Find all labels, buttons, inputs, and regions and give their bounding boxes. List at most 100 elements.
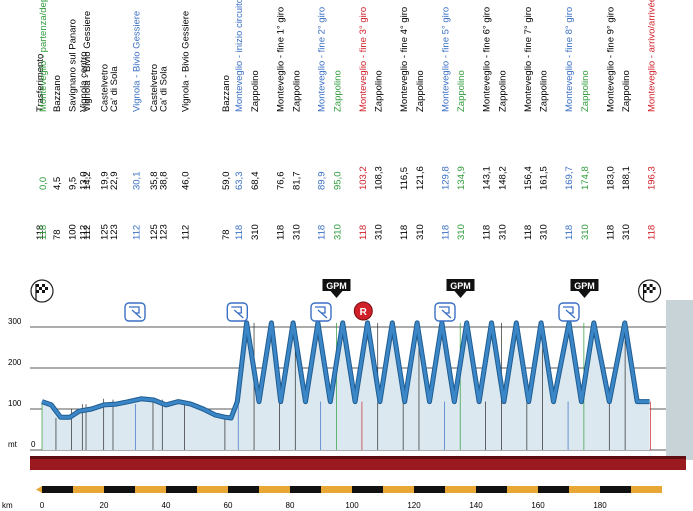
waypoint-altitude: 118 <box>275 225 286 240</box>
waypoint-altitude: 118 <box>399 225 410 240</box>
x-tick-label: 140 <box>469 501 483 510</box>
waypoint-altitude: 125 <box>100 224 111 240</box>
waypoint-altitude: 100 <box>67 224 78 240</box>
km-bar-segment <box>228 486 259 493</box>
waypoint-km: 35,8 <box>149 172 160 191</box>
waypoint-name: Zappolino <box>415 70 426 112</box>
waypoint-altitude: 125 <box>149 224 160 240</box>
waypoint-km: 59,0 <box>221 172 232 191</box>
waypoint-km: 95,0 <box>333 172 344 191</box>
waypoint-name: Monteveglio - fine 4° giro <box>399 7 410 112</box>
waypoint-name: Trasferimento <box>35 54 46 112</box>
waypoint-name: Monteveglio - fine 8° giro <box>564 7 575 112</box>
waypoint-name: Monteveglio - fine 7° giro <box>523 7 534 112</box>
y-tick-label: 300 <box>8 317 22 326</box>
waypoint-altitude: 118 <box>35 225 46 240</box>
waypoint-km: 183,0 <box>605 166 616 190</box>
waypoint-altitude: 123 <box>109 224 120 240</box>
x-tick-label: 20 <box>100 501 109 510</box>
km-bar-segment <box>445 486 476 493</box>
waypoint-altitude: 310 <box>497 224 508 240</box>
waypoint-altitude: 118 <box>564 225 575 240</box>
waypoint-name: Monteveglio - fine 9° giro <box>605 7 616 112</box>
waypoint-altitude: 78 <box>221 229 232 240</box>
profile-area <box>42 322 650 450</box>
waypoint-name: Zappolino <box>497 70 508 112</box>
waypoint-name: Castelvetro <box>149 64 160 112</box>
waypoint-name: Savignano sul Panaro <box>67 19 78 112</box>
finish-flag-icon <box>637 279 662 303</box>
waypoint-altitude: 118 <box>317 225 328 240</box>
profile-line <box>41 321 650 420</box>
km-bar-segment <box>73 486 104 493</box>
x-tick-label: 100 <box>345 501 359 510</box>
waypoint-name: Zappolino <box>580 70 591 112</box>
waypoint-altitude: 310 <box>580 224 591 240</box>
waypoint-name: Vignola - Bivio Gessiere <box>82 11 93 112</box>
y-tick-label: 100 <box>8 399 22 408</box>
waypoint-name: Monteveglio - fine 6° giro <box>482 7 493 112</box>
x-tick-label: 40 <box>162 501 171 510</box>
waypoint-km: 9,5 <box>67 177 78 190</box>
waypoint-km: 156,4 <box>523 166 534 190</box>
waypoint-name: Zappolino <box>456 70 467 112</box>
km-bar-segment <box>42 486 73 493</box>
waypoint-km: 134,9 <box>456 166 467 190</box>
km-bar-segment <box>352 486 383 493</box>
waypoint-name: Zappolino <box>333 70 344 112</box>
waypoint-km: 121,6 <box>415 166 426 190</box>
waypoint-altitude: 118 <box>440 225 451 240</box>
finish-flag-icon <box>30 279 54 303</box>
waypoint-altitude: 310 <box>621 224 632 240</box>
x-tick-label: 120 <box>407 501 421 510</box>
waypoint-name: Bazzano <box>52 75 63 112</box>
waypoint-km: 108,3 <box>374 166 385 190</box>
km-bar-segment <box>135 486 166 493</box>
waypoint-altitude: 118 <box>647 225 658 240</box>
waypoint-km: 148,2 <box>497 166 508 190</box>
x-axis-title: km <box>2 501 13 510</box>
km-bar-start-cap <box>36 486 42 493</box>
km-bar-segment <box>383 486 414 493</box>
waypoint-name: Castelvetro <box>100 64 111 112</box>
waypoint-altitude: 310 <box>415 224 426 240</box>
km-bar-segment <box>104 486 135 493</box>
x-tick-label: 160 <box>531 501 545 510</box>
y-tick-label: 200 <box>8 358 22 367</box>
waypoint-altitude: 118 <box>358 225 369 240</box>
waypoint-km: 169,7 <box>564 166 575 190</box>
waypoint-name: Zappolino <box>621 70 632 112</box>
waypoint-altitude: 118 <box>38 225 49 240</box>
waypoint-name: Zappolino <box>539 70 550 112</box>
waypoint-km: 76,6 <box>275 172 286 191</box>
waypoint-altitude: 310 <box>456 224 467 240</box>
waypoint-altitude: 78 <box>52 229 63 240</box>
waypoint-km: 188,1 <box>621 166 632 190</box>
waypoint-name: Vignola - Bivio Gessiere <box>131 11 142 112</box>
waypoint-km: 38,8 <box>158 172 169 191</box>
km-bar-segment <box>631 486 662 493</box>
waypoint-altitude: 310 <box>539 224 550 240</box>
waypoint-altitude: 112 <box>181 225 192 240</box>
waypoint-altitude: 112 <box>82 225 93 240</box>
waypoint-km: 68,4 <box>250 172 261 191</box>
waypoint-km: 161,5 <box>539 166 550 190</box>
gpm-icon: GPM <box>446 279 475 298</box>
waypoint-km: 116,5 <box>399 167 410 190</box>
waypoint-km: 63,3 <box>234 172 245 190</box>
waypoint-altitude: 310 <box>333 224 344 240</box>
waypoint-altitude: 118 <box>482 225 493 240</box>
km-bar-segment <box>538 486 569 493</box>
km-bar-segment <box>259 486 290 493</box>
waypoint-altitude: 118 <box>523 225 534 240</box>
waypoint-km: 4,5 <box>52 177 63 190</box>
gpm-label: GPM <box>326 281 347 291</box>
waypoint-name: Monteveglio - fine 1° giro <box>275 7 286 112</box>
sprint-icon <box>310 302 332 322</box>
sprint-icon <box>226 302 249 322</box>
waypoint-km: 30,1 <box>131 172 142 191</box>
waypoint-name: Zappolino <box>250 70 261 112</box>
waypoint-altitude: 118 <box>605 225 616 240</box>
waypoint-name: Zappolino <box>374 70 385 112</box>
waypoint-km: 129,8 <box>440 166 451 190</box>
